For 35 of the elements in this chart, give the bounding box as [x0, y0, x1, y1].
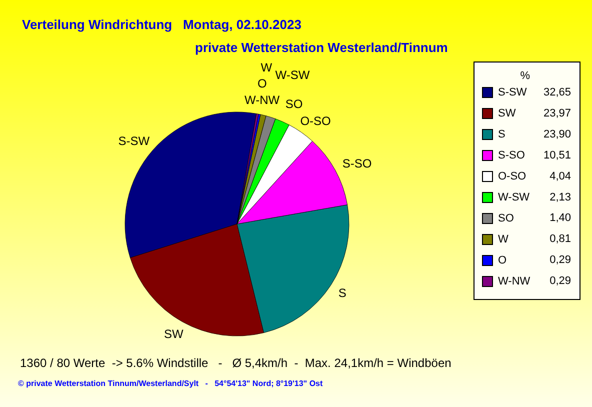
slice-label: SW	[164, 326, 184, 341]
slice-label: O-SO	[300, 114, 331, 128]
data-label: 4,04	[550, 170, 571, 182]
legend-label: W	[498, 234, 509, 246]
data-label: 2,13	[550, 191, 571, 204]
slice-label: O	[258, 76, 267, 91]
data-label: 23,97	[543, 107, 571, 120]
slice-label: S	[338, 286, 346, 300]
slice-label: SO	[285, 96, 303, 111]
legend-label: W-NW	[498, 276, 531, 288]
slice-label: S-SW	[118, 134, 150, 148]
data-label: 0,81	[550, 233, 571, 246]
legend-title: %	[520, 70, 530, 82]
legend-label: O	[498, 254, 507, 266]
data-label: 0,29	[550, 254, 571, 266]
slice-label: W-SW	[275, 68, 310, 82]
data-label: 1,40	[550, 212, 571, 224]
slice-label: S-SO	[342, 156, 372, 170]
data-label: 10,51	[543, 149, 571, 162]
legend-label: S-SW	[498, 86, 528, 98]
slice-label: W-NW	[244, 93, 280, 108]
data-label: 23,90	[543, 128, 571, 140]
data-label: 32,65	[543, 86, 571, 98]
legend-label: W-SW	[498, 192, 530, 204]
data-label: 0,29	[550, 275, 571, 288]
legend-label: SO	[498, 212, 514, 224]
slice-label: W	[260, 60, 273, 75]
legend-label: S-SO	[498, 150, 526, 162]
legend-label: S	[498, 128, 506, 140]
chart-subtitle: private Wetterstation Westerland/Tinnum	[195, 40, 448, 55]
legend-label: SW	[498, 108, 516, 120]
text: 1360 / 80 Werte -> 5.6% Windstille - Ø 5,4km/h - Max. 24,1km/h = Windböen	[20, 356, 452, 370]
legend-label: O-SO	[498, 170, 527, 182]
chart-title: Verteilung Windrichtung Montag, 02.10.2023	[22, 17, 302, 32]
text: © private Wetterstation Tinnum/Westerland/Sylt - 54°54'13" Nord; 8°19'13" Ost	[18, 379, 323, 388]
